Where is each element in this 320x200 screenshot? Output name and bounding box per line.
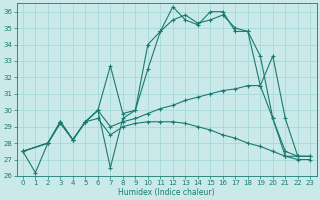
X-axis label: Humidex (Indice chaleur): Humidex (Indice chaleur)	[118, 188, 215, 197]
